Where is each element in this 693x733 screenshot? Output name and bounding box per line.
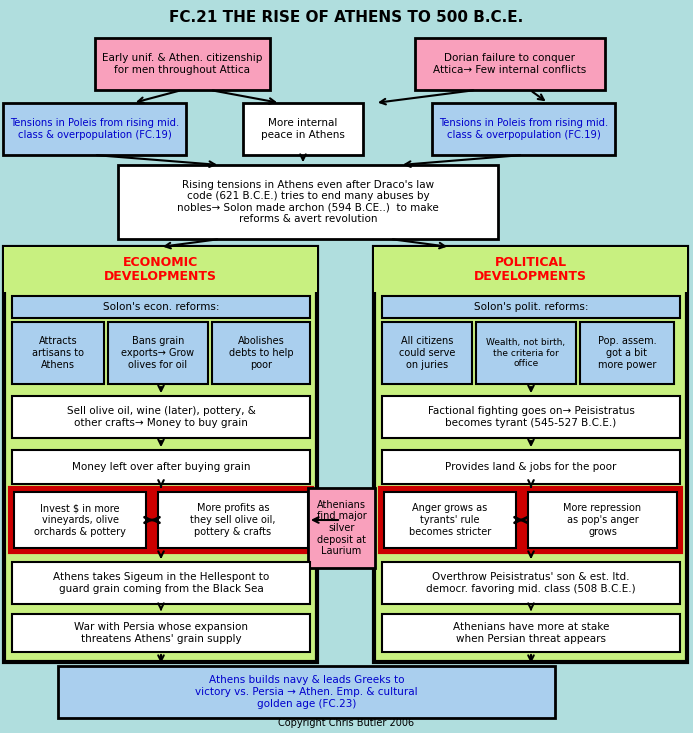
Text: War with Persia whose expansion
threatens Athens' grain supply: War with Persia whose expansion threaten… (74, 622, 248, 644)
FancyBboxPatch shape (382, 614, 680, 652)
Text: Athens takes Sigeum in the Hellespont to
guard grain coming from the Black Sea: Athens takes Sigeum in the Hellespont to… (53, 572, 269, 594)
Text: ECONOMIC
DEVELOPMENTS: ECONOMIC DEVELOPMENTS (104, 256, 217, 284)
FancyBboxPatch shape (4, 247, 317, 292)
Text: Copyright Chris Butler 2006: Copyright Chris Butler 2006 (279, 718, 414, 728)
Text: Attracts
artisans to
Athens: Attracts artisans to Athens (32, 336, 84, 369)
FancyBboxPatch shape (12, 322, 104, 384)
Text: All citizens
could serve
on juries: All citizens could serve on juries (398, 336, 455, 369)
FancyBboxPatch shape (415, 38, 605, 90)
Text: Athenians
find major
silver
deposit at
Laurium: Athenians find major silver deposit at L… (317, 500, 367, 556)
Text: Rising tensions in Athens even after Draco's law
code (621 B.C.E.) tries to end : Rising tensions in Athens even after Dra… (177, 180, 439, 224)
FancyBboxPatch shape (12, 614, 310, 652)
Text: Money left over after buying grain: Money left over after buying grain (72, 462, 250, 472)
FancyBboxPatch shape (10, 488, 312, 552)
Text: Dorian failure to conquer
Attica→ Few internal conflicts: Dorian failure to conquer Attica→ Few in… (433, 54, 587, 75)
Text: Solon's polit. reforms:: Solon's polit. reforms: (474, 302, 588, 312)
FancyBboxPatch shape (384, 492, 516, 548)
FancyBboxPatch shape (4, 247, 317, 662)
FancyBboxPatch shape (380, 488, 681, 552)
FancyBboxPatch shape (158, 492, 308, 548)
Text: Anger grows as
tyrants' rule
becomes stricter: Anger grows as tyrants' rule becomes str… (409, 504, 491, 537)
Text: Pop. assem.
got a bit
more power: Pop. assem. got a bit more power (597, 336, 656, 369)
Text: Abolishes
debts to help
poor: Abolishes debts to help poor (229, 336, 293, 369)
FancyBboxPatch shape (12, 562, 310, 604)
FancyBboxPatch shape (382, 322, 472, 384)
Text: Provides land & jobs for the poor: Provides land & jobs for the poor (446, 462, 617, 472)
FancyBboxPatch shape (212, 322, 310, 384)
FancyBboxPatch shape (58, 666, 555, 718)
Text: More internal
peace in Athens: More internal peace in Athens (261, 118, 345, 140)
Text: Athens builds navy & leads Greeks to
victory vs. Persia → Athen. Emp. & cultural: Athens builds navy & leads Greeks to vic… (195, 675, 418, 709)
FancyBboxPatch shape (476, 322, 576, 384)
FancyBboxPatch shape (14, 492, 146, 548)
FancyBboxPatch shape (12, 296, 310, 318)
Text: Factional fighting goes on→ Peisistratus
becomes tyrant (545-527 B.C.E.): Factional fighting goes on→ Peisistratus… (428, 406, 634, 428)
FancyBboxPatch shape (12, 450, 310, 484)
Text: POLITICAL
DEVELOPMENTS: POLITICAL DEVELOPMENTS (474, 256, 587, 284)
Text: Invest $ in more
vineyards, olive
orchards & pottery: Invest $ in more vineyards, olive orchar… (34, 504, 126, 537)
FancyBboxPatch shape (382, 450, 680, 484)
Text: Solon's econ. reforms:: Solon's econ. reforms: (103, 302, 219, 312)
FancyBboxPatch shape (118, 165, 498, 239)
FancyBboxPatch shape (432, 103, 615, 155)
Text: Athenians have more at stake
when Persian threat appears: Athenians have more at stake when Persia… (453, 622, 609, 644)
FancyBboxPatch shape (108, 322, 208, 384)
Text: More repression
as pop's anger
grows: More repression as pop's anger grows (563, 504, 642, 537)
FancyBboxPatch shape (374, 247, 687, 292)
FancyBboxPatch shape (382, 396, 680, 438)
FancyBboxPatch shape (243, 103, 363, 155)
FancyBboxPatch shape (382, 296, 680, 318)
Text: Wealth, not birth,
the criteria for
office: Wealth, not birth, the criteria for offi… (486, 338, 565, 368)
Text: Overthrow Peisistratus' son & est. ltd.
democr. favoring mid. class (508 B.C.E.): Overthrow Peisistratus' son & est. ltd. … (426, 572, 635, 594)
Text: Tensions in Poleis from rising mid.
class & overpopulation (FC.19): Tensions in Poleis from rising mid. clas… (439, 118, 608, 140)
FancyBboxPatch shape (580, 322, 674, 384)
FancyBboxPatch shape (382, 562, 680, 604)
FancyBboxPatch shape (95, 38, 270, 90)
FancyBboxPatch shape (528, 492, 677, 548)
FancyBboxPatch shape (308, 488, 375, 568)
Text: Sell olive oil, wine (later), pottery, &
other crafts→ Money to buy grain: Sell olive oil, wine (later), pottery, &… (67, 406, 256, 428)
FancyBboxPatch shape (12, 396, 310, 438)
Text: FC.21 THE RISE OF ATHENS TO 500 B.C.E.: FC.21 THE RISE OF ATHENS TO 500 B.C.E. (169, 10, 524, 26)
Text: Tensions in Poleis from rising mid.
class & overpopulation (FC.19): Tensions in Poleis from rising mid. clas… (10, 118, 179, 140)
Text: More profits as
they sell olive oil,
pottery & crafts: More profits as they sell olive oil, pot… (191, 504, 276, 537)
Text: Bans grain
exports→ Grow
olives for oil: Bans grain exports→ Grow olives for oil (121, 336, 195, 369)
FancyBboxPatch shape (3, 103, 186, 155)
FancyBboxPatch shape (374, 247, 687, 662)
Text: Early unif. & Athen. citizenship
for men throughout Attica: Early unif. & Athen. citizenship for men… (103, 54, 263, 75)
